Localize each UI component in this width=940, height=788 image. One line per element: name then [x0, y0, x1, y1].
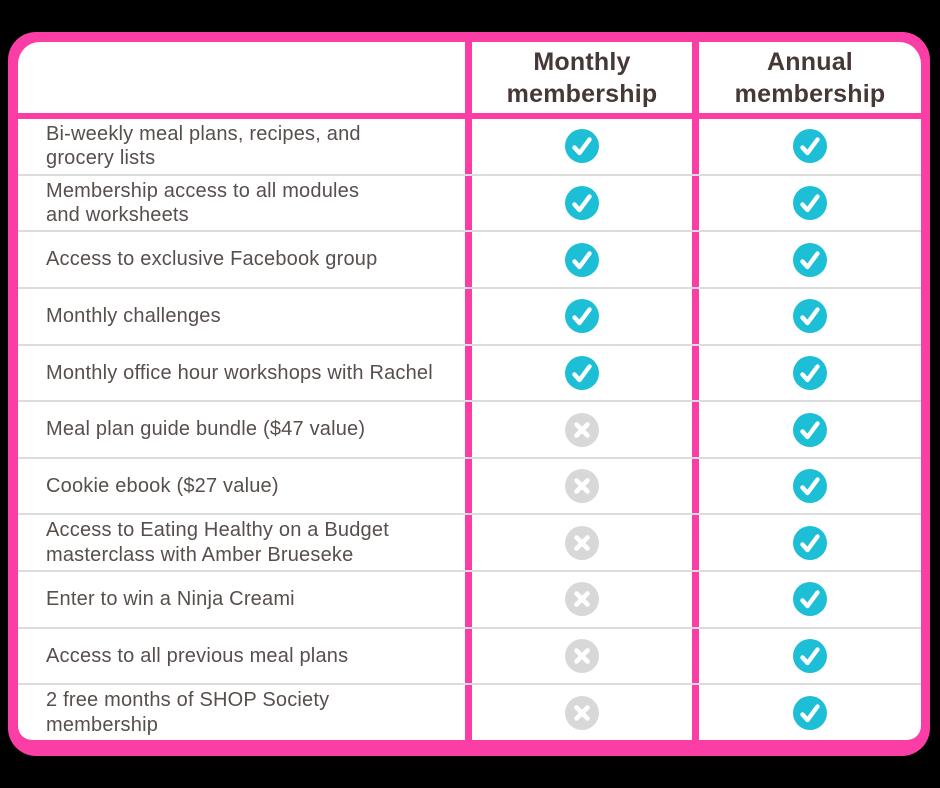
check-icon [565, 129, 599, 164]
monthly-cell [465, 345, 692, 401]
annual-cell [692, 685, 921, 740]
feature-label: Enter to win a Ninja Creami [46, 588, 295, 611]
annual-cell [692, 119, 921, 174]
check-icon [793, 525, 827, 560]
monthly-cell [465, 402, 692, 457]
annual-cell [692, 175, 921, 231]
annual-column-label: Annual membership [734, 47, 886, 108]
check-icon [565, 185, 599, 220]
feature-cell: Enter to win a Ninja Creami [18, 572, 465, 627]
check-icon [793, 242, 827, 277]
feature-cell: Monthly challenges [18, 289, 465, 344]
table-row: Access to all previous meal plans [18, 628, 921, 686]
x-icon [565, 412, 599, 447]
feature-label: Monthly challenges [46, 305, 221, 328]
feature-label: Access to exclusive Facebook group [46, 248, 378, 271]
monthly-cell [465, 458, 692, 514]
feature-label: Cookie ebook ($27 value) [46, 474, 279, 497]
table-row: Cookie ebook ($27 value) [18, 458, 921, 516]
feature-cell: Access to Eating Healthy on a Budget mas… [18, 515, 465, 570]
monthly-column-header: Monthly membership [465, 42, 692, 113]
annual-cell [692, 345, 921, 401]
check-icon [793, 185, 827, 220]
annual-cell [692, 288, 921, 344]
annual-cell [692, 232, 921, 287]
annual-cell [692, 572, 921, 627]
annual-column-header: Annual membership [692, 42, 921, 113]
table-row: Meal plan guide bundle ($47 value) [18, 402, 921, 459]
table-row: Enter to win a Ninja Creami [18, 572, 921, 629]
pink-frame: Monthly membership Annual membership Bi-… [8, 32, 930, 756]
feature-cell: Monthly office hour workshops with Rache… [18, 346, 465, 401]
x-icon [565, 582, 599, 617]
check-icon [565, 242, 599, 277]
feature-cell: Membership access to all modules and wor… [18, 176, 465, 231]
monthly-column-label: Monthly membership [506, 47, 658, 108]
monthly-cell [465, 232, 692, 287]
monthly-cell [465, 572, 692, 627]
x-icon [565, 639, 599, 674]
monthly-cell [465, 628, 692, 684]
annual-cell [692, 458, 921, 514]
check-icon [793, 355, 827, 390]
feature-label: Bi-weekly meal plans, recipes, and groce… [46, 122, 361, 170]
feature-cell: Access to all previous meal plans [18, 629, 465, 684]
check-icon [793, 695, 827, 730]
table-row: Access to exclusive Facebook group [18, 232, 921, 289]
monthly-cell [465, 685, 692, 740]
feature-cell: Bi-weekly meal plans, recipes, and groce… [18, 119, 465, 174]
check-icon [793, 412, 827, 447]
monthly-cell [465, 119, 692, 174]
feature-cell: 2 free months of SHOP Society membership [18, 685, 465, 740]
feature-label: Monthly office hour workshops with Rache… [46, 361, 433, 384]
table-row: Monthly office hour workshops with Rache… [18, 345, 921, 403]
x-icon [565, 695, 599, 730]
check-icon [793, 299, 827, 334]
table-row: Membership access to all modules and wor… [18, 175, 921, 233]
table-row: Bi-weekly meal plans, recipes, and groce… [18, 119, 921, 176]
feature-label: Membership access to all modules and wor… [46, 179, 360, 226]
table-row: 2 free months of SHOP Society membership [18, 685, 921, 740]
monthly-cell [465, 288, 692, 344]
check-icon [793, 469, 827, 504]
feature-cell: Meal plan guide bundle ($47 value) [18, 402, 465, 457]
annual-cell [692, 402, 921, 457]
feature-cell: Cookie ebook ($27 value) [18, 459, 465, 514]
feature-label: Access to all previous meal plans [46, 644, 349, 667]
feature-cell: Access to exclusive Facebook group [18, 232, 465, 287]
x-icon [565, 525, 599, 560]
check-icon [565, 299, 599, 334]
feature-label: Access to Eating Healthy on a Budget mas… [46, 519, 389, 566]
feature-label: Meal plan guide bundle ($47 value) [46, 418, 366, 441]
annual-cell [692, 515, 921, 571]
header-row: Monthly membership Annual membership [18, 42, 921, 119]
monthly-cell [465, 515, 692, 571]
feature-label: 2 free months of SHOP Society membership [46, 689, 330, 736]
check-icon [793, 582, 827, 617]
comparison-table: Monthly membership Annual membership Bi-… [18, 42, 921, 740]
table-row: Monthly challenges [18, 288, 921, 346]
check-icon [793, 639, 827, 674]
feature-column-header [18, 42, 465, 113]
check-icon [793, 129, 827, 164]
annual-cell [692, 628, 921, 684]
check-icon [565, 355, 599, 390]
table-row: Access to Eating Healthy on a Budget mas… [18, 515, 921, 573]
x-icon [565, 469, 599, 504]
monthly-cell [465, 175, 692, 231]
